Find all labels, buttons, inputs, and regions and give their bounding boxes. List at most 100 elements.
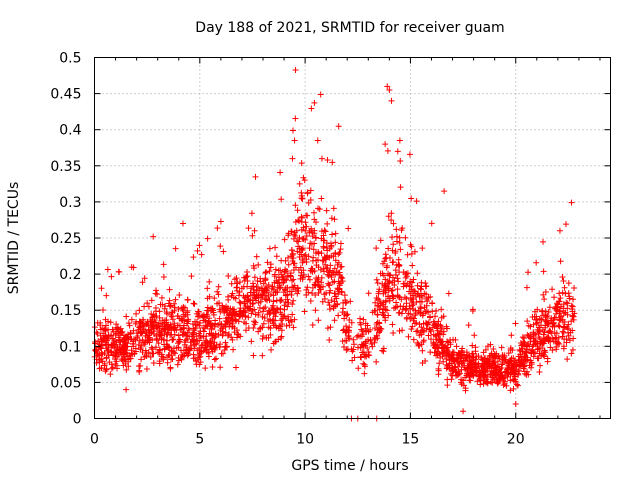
data-point [225,272,232,279]
data-point [176,336,183,343]
data-point [101,326,108,333]
data-point [242,313,249,320]
data-point [402,234,409,241]
data-point [116,268,123,275]
data-point [180,324,187,331]
data-point [250,300,257,307]
data-point [380,345,387,352]
data-point [435,365,442,372]
data-point [196,350,203,357]
data-point [214,225,221,232]
data-point [390,220,397,227]
data-point [386,254,393,261]
data-point [244,268,251,275]
data-point [340,327,347,334]
data-point [487,370,494,377]
data-point [512,358,519,364]
data-point [521,335,528,342]
data-point [295,217,302,224]
data-point [95,344,102,351]
data-point [472,367,479,374]
data-point [274,284,281,291]
data-point [92,340,99,347]
data-point [270,292,277,299]
data-point [551,294,558,301]
data-point [236,279,243,286]
data-point [395,263,402,270]
data-point [272,266,279,273]
data-point [136,337,143,344]
data-point [275,336,282,343]
data-point [392,267,399,274]
data-point [527,357,534,364]
data-point [278,196,285,203]
data-point [115,351,122,358]
data-point [288,288,295,295]
data-point [165,329,172,336]
data-point [302,219,309,226]
data-point [467,369,474,376]
data-point [290,324,297,331]
data-point [141,275,148,282]
data-point [291,316,298,323]
data-point [433,336,440,343]
data-point [430,331,437,338]
data-point [501,380,508,387]
data-point [216,315,223,322]
data-point [263,269,270,276]
data-point [204,285,211,292]
data-point [209,364,216,371]
data-point [335,291,342,298]
data-point [414,282,421,289]
data-point [242,304,249,311]
data-point [367,326,374,333]
data-point [369,343,376,350]
data-point [280,313,287,320]
data-point [321,227,328,234]
data-point [176,291,183,298]
data-point [130,343,137,350]
data-point [251,265,258,272]
data-point [299,276,306,283]
data-point [368,340,375,347]
data-point [255,309,262,316]
data-point [135,363,142,370]
data-point [168,347,175,354]
data-point [298,272,305,279]
data-point [109,326,116,333]
data-point [549,286,556,293]
data-point [97,322,104,329]
data-point [214,288,221,295]
data-point [248,210,255,217]
data-point [387,272,394,278]
data-point [377,237,384,244]
data-point [126,322,133,329]
data-point [454,363,461,370]
data-point [349,357,356,364]
data-point [341,315,348,322]
data-point [183,346,190,353]
data-point [295,288,302,295]
data-point [198,342,205,349]
data-point [563,339,570,346]
data-point [331,278,338,285]
data-point [345,225,352,232]
data-point [308,267,315,274]
data-point [197,328,204,335]
data-point [407,315,414,322]
data-point [235,318,242,325]
data-point [544,313,551,320]
data-point [203,348,210,355]
data-point [104,348,111,355]
data-point [217,243,224,250]
data-point [559,289,566,296]
data-point [393,226,400,233]
data-point [530,329,537,336]
data-point [438,306,445,313]
data-point [305,273,312,280]
data-point [444,347,451,354]
data-point [409,302,416,309]
data-point [251,321,258,328]
data-point [270,322,277,329]
data-point [175,357,182,364]
